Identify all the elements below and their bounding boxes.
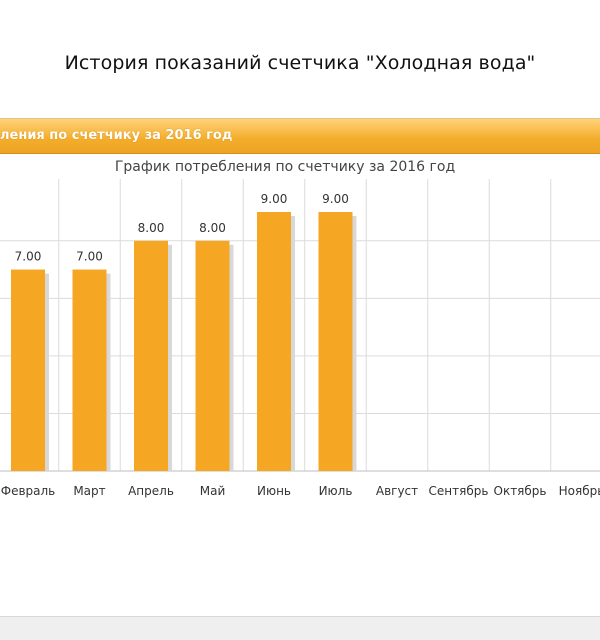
bar-data-label: 8.00 bbox=[138, 221, 165, 235]
bar-data-label: 8.00 bbox=[199, 221, 226, 235]
bar-Март[interactable] bbox=[72, 269, 107, 471]
bar-chart: 7.00 Февраль 7.00 Март 8.00 Апрель 8.00 Май 9.00… bbox=[0, 179, 600, 498]
panel-header: ления по счетчику за 2016 год bbox=[0, 119, 600, 154]
chart-area: График потребления по счетчику за 2016 г… bbox=[0, 154, 600, 521]
x-tick-label: Апрель bbox=[128, 484, 174, 498]
page-title: История показаний счетчика "Холодная вод… bbox=[64, 52, 536, 74]
x-tick-label: Октябрь bbox=[494, 484, 547, 498]
x-tick-label: Май bbox=[200, 484, 226, 498]
bar-data-label: 7.00 bbox=[76, 250, 103, 264]
chart-bottom-strip bbox=[0, 616, 600, 640]
x-tick-label: Июль bbox=[319, 484, 353, 498]
bar-Июнь[interactable] bbox=[257, 212, 291, 471]
x-tick-label: Март bbox=[73, 484, 105, 498]
panel-header-label: ления по счетчику за 2016 год bbox=[0, 128, 233, 143]
bar-data-label: 9.00 bbox=[322, 192, 349, 206]
x-tick-label: Июнь bbox=[257, 484, 291, 498]
bar-Июль[interactable] bbox=[318, 212, 353, 471]
x-tick-label: Февраль bbox=[1, 484, 56, 498]
x-tick-label: Август bbox=[376, 484, 418, 498]
chart-panel: ления по счетчику за 2016 год График пот… bbox=[0, 118, 600, 640]
bar-data-label: 7.00 bbox=[15, 250, 42, 264]
bar-Февраль[interactable] bbox=[11, 269, 45, 471]
bar-data-label: 9.00 bbox=[261, 192, 288, 206]
chart-title: График потребления по счетчику за 2016 г… bbox=[114, 159, 456, 175]
bar-Май[interactable] bbox=[195, 240, 230, 471]
x-tick-label: Сентябрь bbox=[429, 484, 489, 498]
bar-Апрель[interactable] bbox=[134, 240, 168, 471]
x-tick-label: Ноябрь bbox=[559, 484, 600, 498]
